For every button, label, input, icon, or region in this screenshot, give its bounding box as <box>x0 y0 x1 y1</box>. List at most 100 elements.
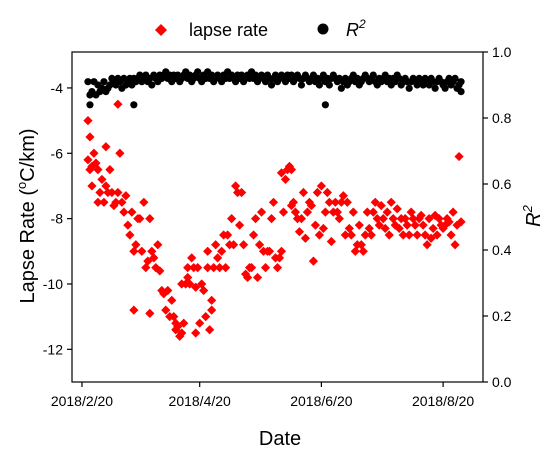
lapse-rate-point <box>278 207 289 217</box>
lapse-rate-point <box>428 223 438 234</box>
lapse-rate-point <box>169 312 179 322</box>
lapse-rate-point <box>356 240 366 250</box>
lapse-rate-point <box>185 279 195 289</box>
r2-point <box>84 78 92 86</box>
legend-marker-lapse-rate <box>155 24 167 36</box>
y-axis-left-label-part: C/km) <box>17 128 39 181</box>
lapse-rate-point <box>450 240 460 250</box>
lapse-rate-point <box>101 142 111 152</box>
lapse-rate-point <box>238 240 249 250</box>
y-axis-left-label-degree: o <box>14 182 29 189</box>
lapse-rate-point <box>229 240 239 250</box>
lapse-rate-point <box>288 197 299 207</box>
lapse-rate-point <box>320 207 330 217</box>
y-left-tick-label: -6 <box>51 145 64 161</box>
lapse-rate-point <box>183 263 193 273</box>
lapse-rate-point <box>131 240 141 250</box>
lapse-rate-point <box>380 223 390 234</box>
lapse-rate-point <box>223 230 233 240</box>
y-right-tick-label: 0.2 <box>492 308 512 324</box>
lapse-rate-point <box>211 240 221 250</box>
lapse-rate-point <box>143 256 153 266</box>
y-right-tick-label: 0.6 <box>492 176 512 192</box>
lapse-rate-point <box>151 263 161 273</box>
lapse-rate-point <box>93 197 103 207</box>
lapse-rate-point <box>426 233 436 243</box>
lapse-rate-point <box>197 279 207 289</box>
lapse-rate-point <box>322 187 332 198</box>
lapse-rate-point <box>109 200 119 211</box>
lapse-rate-point <box>99 197 109 207</box>
r2-point <box>369 71 377 79</box>
lapse-rate-point <box>402 220 412 230</box>
legend-label-r2-superscript: 2 <box>358 17 366 31</box>
lapse-rate-point <box>115 148 125 158</box>
lapse-rate-point <box>358 246 368 256</box>
lapse-rate-point <box>314 230 324 240</box>
lapse-rate-point <box>203 263 213 273</box>
series-layer <box>83 68 466 341</box>
lapse-rate-point <box>422 240 432 250</box>
lapse-rate-point <box>127 207 137 217</box>
r2-point <box>297 81 306 89</box>
lapse-rate-point <box>432 230 442 240</box>
y-right-tick-label: 1.0 <box>492 44 512 60</box>
lapse-rate-point <box>374 220 384 230</box>
lapse-rate-point <box>416 210 426 220</box>
lapse-rate-point <box>266 214 277 224</box>
lapse-rate-point <box>97 174 107 185</box>
lapse-rate-point <box>408 214 418 224</box>
r2-point <box>431 84 439 92</box>
r2-point <box>405 84 413 92</box>
lapse-rate-point <box>424 214 434 224</box>
lapse-rate-point <box>201 312 211 322</box>
lapse-rate-point <box>268 197 279 207</box>
lapse-rate-point <box>125 230 135 240</box>
legend-label-lapse-rate: lapse rate <box>189 20 268 40</box>
y-left-tick-label: -4 <box>51 80 64 96</box>
lapse-rate-point <box>93 165 103 175</box>
r2-point <box>451 74 459 82</box>
lapse-rate-point <box>213 253 223 263</box>
lapse-rate-point <box>195 318 205 328</box>
y-left-tick-label: -10 <box>43 276 63 292</box>
lapse-rate-point <box>410 220 420 230</box>
x-axis-label: Date <box>259 428 301 450</box>
lapse-rate-point <box>207 305 217 315</box>
lapse-rate-point <box>310 220 321 230</box>
lapse-rate-point <box>227 214 237 224</box>
lapse-rate-point <box>378 214 388 224</box>
lapse-rate-point <box>298 187 309 198</box>
y-left-tick-label: -8 <box>51 211 64 227</box>
lapse-rate-point <box>318 223 328 234</box>
lapse-rate-point <box>105 165 115 175</box>
lapse-rate-point <box>448 207 458 217</box>
lapse-rate-point <box>338 191 348 201</box>
lapse-rate-point <box>191 282 201 292</box>
lapse-rate-point <box>364 223 374 234</box>
y-axis-right: 1.0 0.8 0.6 0.4 0.2 0.0 <box>483 44 512 390</box>
lapse-rate-point <box>340 230 350 240</box>
lapse-rate-point <box>121 191 131 201</box>
lapse-rate-point <box>248 230 259 240</box>
y-axis-right-label: R2 <box>520 204 545 226</box>
lapse-rate-point <box>205 325 215 335</box>
lapse-rate-point <box>456 217 466 227</box>
lapse-rate-point <box>215 263 225 273</box>
lapse-rate-point <box>155 266 165 276</box>
r2-point <box>100 78 108 86</box>
lapse-rate-point <box>199 285 209 296</box>
lapse-rate-point <box>296 214 307 224</box>
r2-point <box>325 81 333 89</box>
lapse-rate-point <box>382 207 392 217</box>
lapse-rate-point <box>264 246 275 256</box>
lapse-rate-point <box>370 197 380 207</box>
lapse-rate-point <box>137 246 147 256</box>
lapse-rate-point <box>173 321 183 332</box>
r2-point <box>457 88 465 96</box>
x-tick-label: 2018/6/20 <box>290 393 352 409</box>
lapse-rate-point <box>252 272 263 283</box>
lapse-rate-point <box>254 240 265 250</box>
r2-point <box>321 101 329 109</box>
lapse-rate-point <box>179 318 189 328</box>
